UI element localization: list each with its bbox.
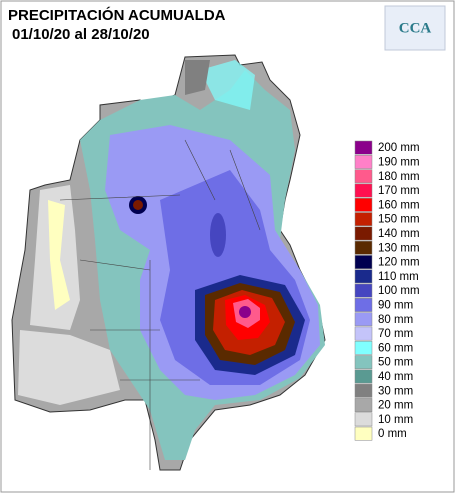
legend-label: 80 mm <box>378 314 413 326</box>
legend-swatch <box>354 155 373 169</box>
legend-label: 120 mm <box>378 257 420 269</box>
legend-label: 160 mm <box>378 199 420 211</box>
map-area <box>11 54 326 471</box>
legend-swatch <box>354 183 373 198</box>
legend-swatch <box>354 240 373 255</box>
legend-label: 180 mm <box>378 171 420 183</box>
legend-label: 200 mm <box>378 142 420 154</box>
legend-label: 20 mm <box>378 400 413 412</box>
legend-label: 50 mm <box>378 357 413 369</box>
legend-label: 140 mm <box>378 228 420 240</box>
legend-label: 170 mm <box>378 185 420 197</box>
legend-label: 10 mm <box>378 414 413 426</box>
logo-text: CCA <box>399 20 432 36</box>
legend-swatch <box>354 412 373 427</box>
legend-label: 100 mm <box>378 285 420 297</box>
legend-swatch <box>354 355 373 370</box>
logo: CCA <box>384 5 446 51</box>
legend-swatch <box>354 212 373 227</box>
legend-swatch <box>354 398 373 412</box>
legend-swatch <box>354 426 373 441</box>
legend-swatch <box>354 197 373 212</box>
legend-label: 130 mm <box>378 242 420 254</box>
legend-label: 90 mm <box>378 299 413 311</box>
legend-label: 190 mm <box>378 156 420 168</box>
legend-swatch <box>354 269 373 284</box>
legend-swatch <box>354 369 373 384</box>
legend-swatch <box>354 283 373 298</box>
legend-swatch <box>354 312 373 327</box>
legend-swatch <box>354 383 373 398</box>
legend-label: 40 mm <box>378 371 413 383</box>
legend-label: 0 mm <box>378 428 407 440</box>
legend-swatch <box>354 340 373 355</box>
legend-swatch <box>354 255 373 269</box>
legend-label: 150 mm <box>378 214 420 226</box>
legend-label: 60 mm <box>378 342 413 354</box>
legend-swatch <box>354 226 373 241</box>
legend-swatch <box>354 140 373 155</box>
legend-swatch <box>354 298 373 312</box>
legend: 200 mm 190 mm 180 mm 170 mm 160 mm 150 mm 140 … <box>354 140 420 441</box>
period: 01/10/20 al 28/10/20 <box>12 26 150 43</box>
legend-label: 70 mm <box>378 328 413 340</box>
legend-label: 30 mm <box>378 385 413 397</box>
legend-swatch <box>354 169 373 184</box>
legend-swatch <box>354 326 373 341</box>
legend-label: 110 mm <box>378 271 419 283</box>
title: PRECIPITACIÓN ACUMUALDA <box>8 6 226 24</box>
